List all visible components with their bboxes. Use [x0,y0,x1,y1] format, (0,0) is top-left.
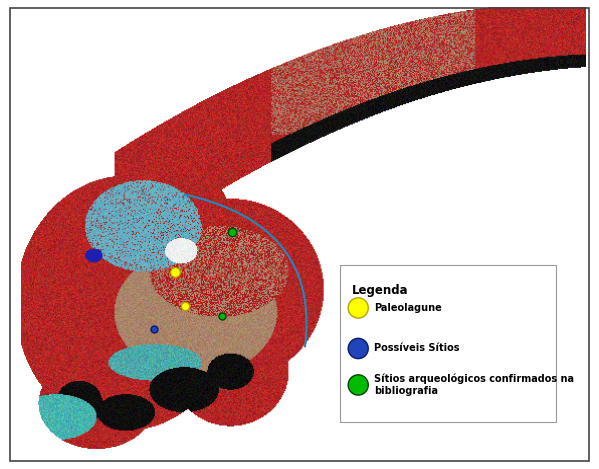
Circle shape [348,375,368,395]
Circle shape [348,298,368,318]
Text: Sítios arqueológicos confirmados na
bibliografia: Sítios arqueológicos confirmados na bibl… [374,374,574,396]
Bar [340,265,556,423]
Text: Possíveis Sítios: Possíveis Sítios [374,343,460,354]
Text: Legenda: Legenda [352,284,409,296]
Text: Paleolagune: Paleolagune [374,303,442,313]
Circle shape [348,338,368,359]
